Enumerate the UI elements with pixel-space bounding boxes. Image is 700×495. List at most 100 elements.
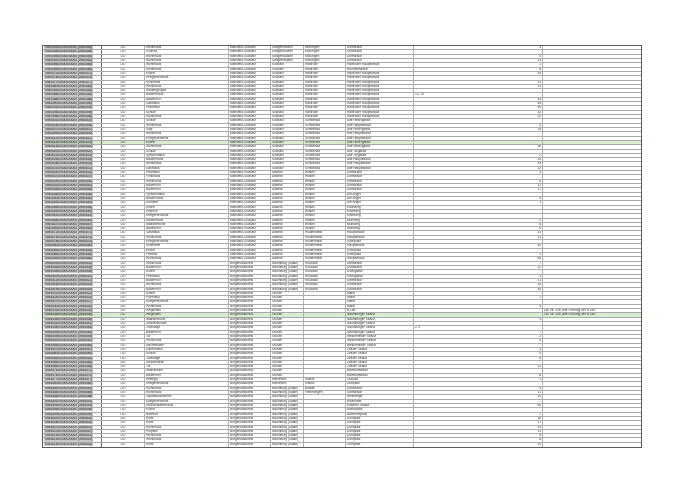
cell-strasse[interactable]: Kirchberg	[346, 209, 414, 214]
cell-bemerkung[interactable]	[543, 119, 642, 122]
cell-landkreis[interactable]: Mansfeld-Südharz	[229, 67, 271, 71]
cell-id[interactable]: 094055300000000000 (0940553)	[43, 46, 102, 50]
cell-hausnummer[interactable]	[414, 119, 543, 123]
cell-ortsteil[interactable]: Hainrode	[304, 76, 346, 80]
cell-strasse[interactable]: Zeitzer Straße	[346, 352, 414, 356]
cell-objekt[interactable]: Bauernhof	[145, 188, 229, 192]
cell-bemerkung[interactable]	[543, 59, 642, 62]
cell-hausnummer[interactable]: 12	[414, 166, 543, 171]
cell-landkreis[interactable]: Burgenlandkreis	[229, 429, 271, 434]
cell-landkreis[interactable]: Burgenlandkreis	[229, 317, 271, 321]
cell-ortsteil[interactable]: Schwenda	[304, 158, 346, 162]
cell-ortsteil[interactable]: Schwenda	[304, 149, 346, 153]
cell-bemerkung[interactable]	[543, 275, 642, 278]
cell-hausnummer[interactable]: 12	[414, 365, 543, 369]
cell-lfd[interactable]: LfD	[102, 403, 145, 408]
cell-strasse[interactable]: Bahnhofstraße	[346, 369, 414, 373]
cell-gemeinde[interactable]: Sangerhausen	[271, 46, 304, 50]
cell-hausnummer[interactable]: 4	[414, 317, 543, 321]
cell-ortsteil[interactable]: Winkel	[304, 184, 346, 188]
cell-landkreis[interactable]: Mansfeld-Südharz	[229, 97, 271, 102]
cell-objekt[interactable]: Spritzenhaus	[145, 192, 229, 196]
cell-lfd[interactable]: LfD	[102, 438, 145, 442]
cell-strasse[interactable]: Naumburger Straße	[346, 322, 414, 326]
cell-bemerkung[interactable]	[543, 318, 642, 321]
cell-gemeinde[interactable]: Südharz	[271, 140, 304, 145]
cell-hausnummer[interactable]	[414, 343, 543, 347]
cell-hausnummer[interactable]: 5	[414, 352, 543, 356]
cell-gemeinde[interactable]: Meineweh	[271, 378, 304, 382]
cell-bemerkung[interactable]	[543, 395, 642, 398]
cell-id[interactable]: 094059000000000000 (0940590)	[43, 102, 102, 106]
cell-bemerkung[interactable]	[543, 214, 642, 217]
cell-gemeinde[interactable]: Südharz	[271, 110, 304, 114]
cell-strasse[interactable]: Dorfstraße	[346, 50, 414, 54]
cell-bemerkung[interactable]	[543, 352, 642, 355]
cell-id[interactable]: 094055800000000000 (0940558)	[43, 50, 102, 54]
cell-gemeinde[interactable]: Stößen	[271, 300, 304, 304]
cell-strasse[interactable]: Am Anger	[346, 192, 414, 196]
cell-id[interactable]: 094067800000000000 (0940678)	[43, 240, 102, 244]
cell-bemerkung[interactable]	[543, 335, 642, 338]
cell-lfd[interactable]: LfD	[102, 339, 145, 343]
cell-strasse[interactable]: Markt	[346, 300, 414, 304]
cell-ortsteil[interactable]: Winkel	[304, 179, 346, 183]
cell-ortsteil[interactable]: Hainrode	[304, 97, 346, 102]
cell-gemeinde[interactable]: Allstedt	[271, 188, 304, 192]
cell-bemerkung[interactable]	[543, 413, 642, 416]
cell-landkreis[interactable]: Burgenlandkreis	[229, 270, 271, 274]
cell-objekt[interactable]: Bauernhaus	[145, 196, 229, 201]
cell-id[interactable]: 094057400000000000 (0940574)	[43, 76, 102, 80]
cell-lfd[interactable]: LfD	[102, 408, 145, 412]
cell-gemeinde[interactable]: Stößen	[271, 304, 304, 309]
cell-ortsteil[interactable]	[304, 356, 346, 360]
cell-objekt[interactable]: Straßenbrücke	[145, 322, 229, 326]
cell-landkreis[interactable]: Mansfeld-Südharz	[229, 179, 271, 183]
cell-landkreis[interactable]: Mansfeld-Südharz	[229, 63, 271, 67]
cell-ortsteil[interactable]: Hainrode	[304, 102, 346, 106]
cell-gemeinde[interactable]: Stößen	[271, 317, 304, 321]
cell-objekt[interactable]: Wohnhaus	[145, 339, 229, 343]
cell-strasse[interactable]: Domplatz	[346, 442, 414, 448]
cell-objekt[interactable]: Wohnhaus	[145, 115, 229, 119]
cell-id[interactable]: 094555500000000000 (0945555)	[43, 343, 102, 347]
cell-gemeinde[interactable]: Allstedt	[271, 218, 304, 222]
cell-landkreis[interactable]: Mansfeld-Südharz	[229, 153, 271, 158]
cell-strasse[interactable]: Alte Hauptstraße	[346, 166, 414, 171]
cell-id[interactable]: 094552400000000000 (0945524)	[43, 296, 102, 300]
cell-id[interactable]: 094068600000000000 (0940686)	[43, 253, 102, 257]
cell-bemerkung[interactable]	[543, 201, 642, 204]
cell-gemeinde[interactable]: Allstedt	[271, 222, 304, 227]
cell-lfd[interactable]: LfD	[102, 309, 145, 313]
cell-hausnummer[interactable]	[414, 214, 543, 218]
cell-landkreis[interactable]: Mansfeld-Südharz	[229, 46, 271, 50]
cell-strasse[interactable]: Dorfstraße	[346, 179, 414, 183]
cell-objekt[interactable]: Inschriftstein	[145, 343, 229, 347]
cell-strasse[interactable]: Hainröder Hauptstraße	[346, 115, 414, 119]
cell-id[interactable]: 094557100000000000 (0945571)	[43, 369, 102, 373]
cell-strasse[interactable]: Naumburger Straße	[346, 326, 414, 330]
cell-gemeinde[interactable]: Allstedt	[271, 171, 304, 175]
cell-landkreis[interactable]: Mansfeld-Südharz	[229, 235, 271, 240]
cell-hausnummer[interactable]: 12	[414, 265, 543, 270]
cell-lfd[interactable]: LfD	[102, 347, 145, 352]
cell-hausnummer[interactable]: 24	[414, 395, 543, 399]
cell-lfd[interactable]: LfD	[102, 369, 145, 373]
cell-objekt[interactable]: Kriegerdenkmal	[145, 399, 229, 403]
cell-hausnummer[interactable]: 14	[414, 58, 543, 63]
cell-ortsteil[interactable]: Schwenda	[304, 127, 346, 132]
cell-strasse[interactable]: Dorfstraße	[346, 386, 414, 390]
cell-strasse[interactable]: Kirchgasse	[346, 270, 414, 274]
cell-landkreis[interactable]: Burgenlandkreis	[229, 278, 271, 283]
cell-ortsteil[interactable]: Roßbach	[304, 270, 346, 274]
cell-id[interactable]: 094555200000000000 (0945552)	[43, 339, 102, 343]
cell-hausnummer[interactable]: 1	[414, 296, 543, 300]
cell-bemerkung[interactable]	[543, 322, 642, 325]
cell-bemerkung[interactable]	[543, 378, 642, 381]
cell-bemerkung[interactable]	[543, 115, 642, 118]
cell-ortsteil[interactable]: Roßbach	[304, 278, 346, 283]
cell-ortsteil[interactable]: Schwenda	[304, 153, 346, 158]
cell-landkreis[interactable]: Burgenlandkreis	[229, 399, 271, 403]
cell-lfd[interactable]: LfD	[102, 378, 145, 382]
cell-bemerkung[interactable]	[543, 128, 642, 131]
